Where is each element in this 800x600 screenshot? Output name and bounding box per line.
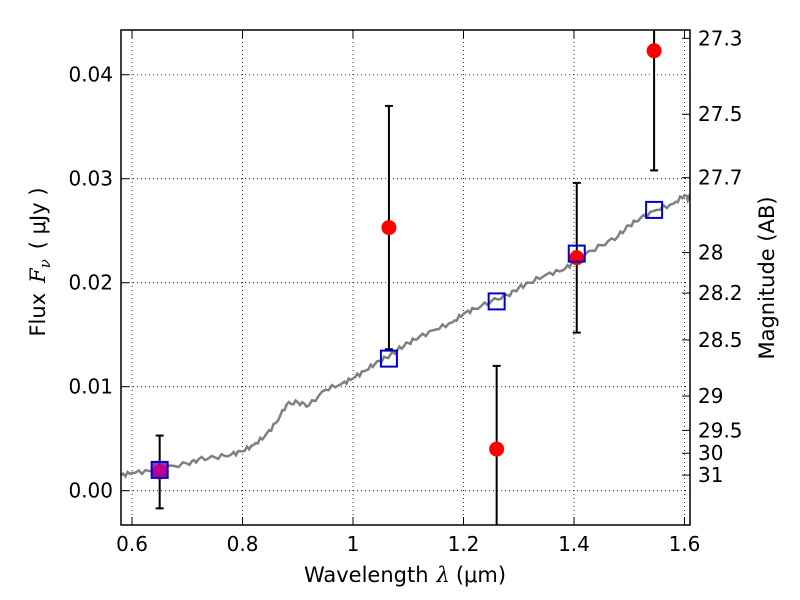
x-tick-label: 1.4	[558, 532, 590, 556]
grid-lines	[121, 30, 690, 525]
plot-frame	[120, 29, 691, 526]
y-tick-labels: 0.00 0.01 0.02 0.03 0.04	[68, 63, 113, 503]
errorbars-group	[155, 30, 659, 525]
magnitude-tick-label: 28.2	[698, 281, 743, 305]
observed-point	[646, 43, 662, 59]
x-tick-label: 1.2	[448, 532, 480, 556]
observed-point	[381, 220, 397, 236]
model-square	[379, 349, 398, 368]
x-tick-labels: 0.6 0.8 1 1.2 1.4 1.6	[116, 532, 700, 556]
model-squares-group	[150, 200, 664, 479]
magnitude-tick-label: 29	[698, 384, 723, 408]
x-tick-label: 1.6	[669, 532, 701, 556]
magnitude-axis-label: Magnitude (AB)	[755, 196, 779, 359]
magnitude-tick-label: 29.5	[698, 418, 743, 442]
x-axis-label: Wavelength λ (μm)	[304, 563, 506, 587]
y-tick-label: 0.02	[68, 271, 113, 295]
x-tick-label: 1	[347, 532, 360, 556]
magnitude-tick-label: 27.3	[698, 26, 743, 50]
model-square	[567, 244, 586, 263]
model-spectrum-group	[120, 193, 692, 479]
magnitude-tick-label: 28	[698, 241, 723, 265]
model-square	[645, 200, 664, 219]
x-tick-label: 0.6	[116, 532, 148, 556]
y-tick-label: 0.00	[68, 479, 113, 503]
y-axis-label: FluxFν( μJy )	[26, 187, 54, 336]
observed-point	[569, 250, 585, 266]
magnitude-tick-label: 30	[698, 441, 723, 465]
observed-point	[489, 441, 505, 457]
magnitude-tick-label: 27.7	[698, 166, 743, 190]
model-square-fill	[151, 461, 168, 478]
y-tick-label: 0.01	[68, 375, 113, 399]
model-square	[487, 292, 506, 311]
magnitude-tick-label: 31	[698, 463, 723, 487]
tick-marks	[121, 30, 690, 525]
model-spectrum-line	[120, 193, 692, 479]
magnitude-tick-label: 27.5	[698, 102, 743, 126]
magnitude-tick-label: 28.5	[698, 328, 743, 352]
model-square	[150, 460, 169, 479]
y-tick-label: 0.04	[68, 63, 113, 87]
y-tick-label: 0.03	[68, 167, 113, 191]
x-tick-label: 0.8	[227, 532, 259, 556]
